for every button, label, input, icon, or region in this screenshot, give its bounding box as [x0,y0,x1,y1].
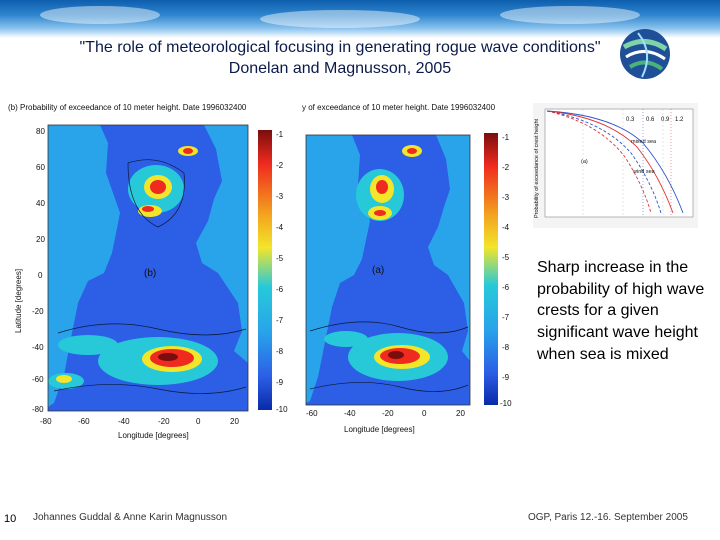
y-tick: -20 [32,307,44,316]
map-title: y of exceedance of 10 meter height. Date… [302,103,496,112]
colorbar-tick: -7 [502,313,510,322]
colorbar-tick: -9 [502,373,510,382]
colorbar-tick: -4 [276,223,284,232]
inset-y-label: Probability of exceedance of crest heigh… [534,118,540,218]
header-banner [0,0,720,38]
x-tick: -80 [40,417,52,426]
colorbar-tick: -8 [502,343,510,352]
slide-caption: Sharp increase in the probability of hig… [537,259,705,363]
x-tick: -20 [382,409,394,418]
y-tick: 60 [36,163,45,172]
colorbar-tick: -6 [276,285,284,294]
y-axis-label: Latitude [degrees] [14,268,23,333]
title-line-2: Donelan and Magnusson, 2005 [228,60,452,77]
probability-map-b: (b) Probability of exceedance of 10 mete… [8,103,300,443]
y-tick: 80 [36,127,45,136]
page-number: 10 [4,513,17,525]
colorbar-tick: -6 [502,283,510,292]
inset-top-value: 0.3 [626,117,635,123]
probability-map-a: y of exceedance of 10 meter height. Date… [300,103,528,443]
inset-top-value: 0.9 [661,117,670,123]
colorbar-tick: -10 [500,399,512,408]
x-tick: -40 [344,409,356,418]
colorbar-tick: -3 [502,193,510,202]
x-tick: -20 [158,417,170,426]
colorbar-tick: -2 [276,161,284,170]
slide-title: "The role of meteorological focusing in … [20,37,660,79]
inset-legend-mixed-sea: mixed sea [631,139,657,145]
x-tick: 20 [456,409,465,418]
colorbar-tick: -9 [276,378,284,387]
x-tick: -60 [78,417,90,426]
y-tick: 40 [36,199,45,208]
crest-height-probability-inset: Probability of exceedance of crest heigh… [533,103,698,228]
colorbar-tick: -3 [276,192,284,201]
inset-legend-wind-sea: wind sea [633,169,655,175]
y-tick: -60 [32,375,44,384]
x-axis-label: Longitude [degrees] [118,431,189,440]
colorbar-tick: -2 [502,163,510,172]
panel-label: (b) [144,268,157,279]
y-tick: -40 [32,343,44,352]
x-axis-label: Longitude [degrees] [344,425,415,434]
colorbar-tick: -10 [276,405,288,414]
y-tick: 20 [36,235,45,244]
y-tick: -80 [32,405,44,414]
inset-top-value: 0.6 [646,117,655,123]
x-tick: 0 [196,417,201,426]
colorbar-tick: -8 [276,347,284,356]
colorbar-tick: -4 [502,223,510,232]
x-tick: -60 [306,409,318,418]
title-line-1: "The role of meteorological focusing in … [79,39,601,56]
colorbar-tick: -5 [276,254,284,263]
map-title: (b) Probability of exceedance of 10 mete… [8,103,247,112]
inset-panel-label: (a) [581,159,588,165]
colorbar-tick: -7 [276,316,284,325]
x-tick: -40 [118,417,130,426]
inset-top-value: 1.2 [675,117,684,123]
panel-label: (a) [372,265,385,276]
footer-event: OGP, Paris 12.-16. September 2005 [528,512,688,523]
colorbar-tick: -1 [276,130,284,139]
globe-logo-icon [620,29,670,79]
x-tick: 20 [230,417,239,426]
colorbar-tick: -5 [502,253,510,262]
x-tick: 0 [422,409,427,418]
footer-authors: Johannes Guddal & Anne Karin Magnusson [33,512,228,523]
y-tick: 0 [38,271,43,280]
colorbar-tick: -1 [502,133,510,142]
